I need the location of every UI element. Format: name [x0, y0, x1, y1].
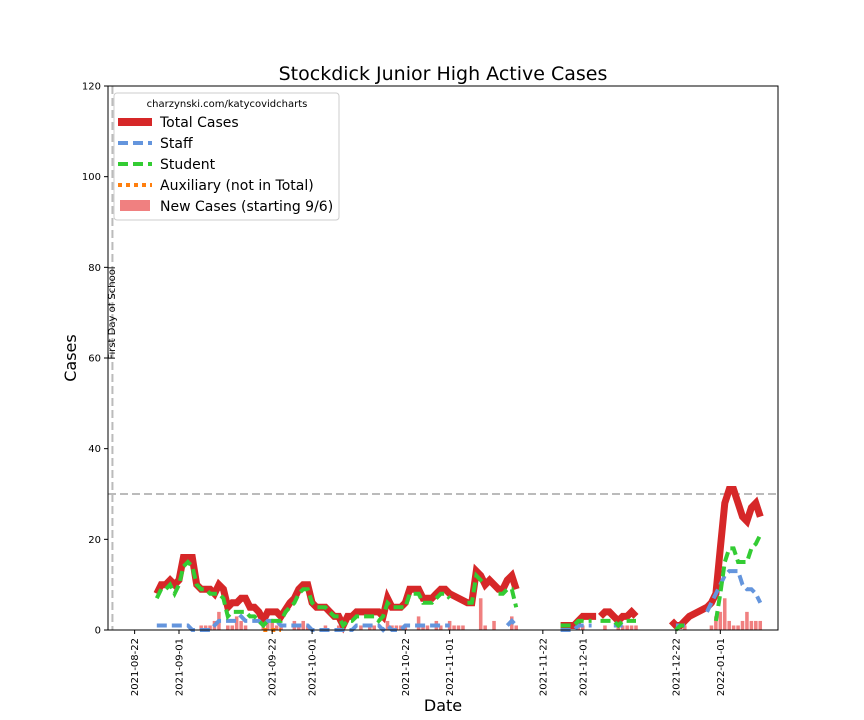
new-cases-bar: [731, 625, 736, 630]
legend: charzynski.com/katycovidcharts Total Cas…: [113, 92, 340, 221]
y-tick-label: 20: [88, 535, 101, 546]
y-tick-label: 60: [88, 354, 101, 365]
first-day-of-school-label: First Day of School: [107, 266, 118, 359]
legend-title: charzynski.com/katycovidcharts: [147, 99, 308, 110]
series-line-student: [498, 587, 519, 608]
new-cases-bar: [483, 625, 487, 630]
new-cases-bar: [243, 625, 248, 630]
new-cases-bar: [372, 625, 376, 630]
new-cases-bar: [274, 625, 279, 630]
series-line-student: [154, 559, 452, 629]
series-line-staff: [505, 618, 518, 627]
legend-label-auxiliary: Auxiliary (not in Total): [160, 178, 314, 194]
new-cases-bar: [718, 611, 723, 630]
series-line-student: [600, 618, 636, 629]
series-line-student: [674, 623, 685, 632]
legend-box: [113, 92, 340, 221]
new-cases-bar: [301, 620, 306, 630]
series-line-student: [560, 618, 592, 628]
legend-label-staff: Staff: [160, 136, 193, 152]
y-tick-label: 0: [95, 626, 101, 637]
x-tick-label: 2021-11-22: [538, 638, 549, 696]
new-cases-bar: [758, 620, 763, 630]
new-cases-bar: [714, 616, 718, 630]
series-line-staff: [705, 569, 763, 613]
legend-label-total: Total Cases: [159, 115, 239, 131]
x-tick-label: 2021-09-22: [268, 638, 279, 696]
y-tick-label: 80: [88, 263, 101, 274]
new-cases-bar: [421, 625, 425, 630]
new-cases-bar: [461, 625, 465, 630]
new-cases-bar: [439, 625, 443, 630]
x-axis: 2021-08-22 2021-09-01 2021-09-22 2021-10-01…: [130, 630, 727, 696]
new-cases-bar: [736, 625, 740, 630]
x-tick-label: 2021-12-01: [578, 638, 589, 696]
series-line-student: [467, 571, 487, 605]
new-cases-bar: [234, 616, 239, 630]
new-cases-bar: [478, 598, 483, 630]
chart-title: Stockdick Junior High Active Cases: [279, 63, 608, 85]
series-line-student: [713, 533, 763, 622]
new-cases-bar: [208, 625, 212, 630]
new-cases-bar: [620, 625, 625, 630]
new-cases-bar: [683, 625, 687, 630]
new-cases-bar: [740, 620, 745, 630]
new-cases-bar: [709, 625, 714, 630]
x-tick-label: 2021-12-22: [671, 638, 682, 696]
new-cases-bar: [336, 625, 341, 630]
series-line-total: [668, 486, 764, 629]
y-tick-label: 100: [82, 172, 101, 183]
new-cases-bar: [239, 620, 243, 630]
x-tick-label: 2021-10-01: [308, 638, 319, 696]
x-tick-label: 2022-01-01: [716, 638, 727, 696]
new-cases-bar: [359, 625, 363, 630]
new-cases-bar: [580, 625, 585, 630]
new-cases-bar: [727, 620, 731, 630]
x-tick-label: 2021-09-01: [175, 638, 186, 696]
new-cases-bar: [385, 620, 390, 630]
new-cases-bar: [749, 620, 754, 630]
new-cases-bar: [603, 625, 607, 630]
y-tick-label: 120: [82, 82, 101, 93]
y-tick-label: 40: [88, 444, 101, 455]
new-cases-bar: [323, 625, 328, 630]
new-cases-bar: [634, 625, 638, 630]
new-cases-bar: [425, 625, 430, 630]
new-cases-bar: [265, 620, 270, 630]
new-cases-bar: [514, 625, 518, 630]
x-axis-label: Date: [424, 696, 462, 715]
new-cases-bar: [394, 625, 399, 630]
new-cases-bar: [297, 625, 301, 630]
new-cases-bar: [456, 625, 461, 630]
new-cases-bar: [754, 620, 758, 630]
new-cases-bar: [416, 616, 421, 630]
x-tick-label: 2021-11-01: [445, 638, 456, 696]
y-axis-label: Cases: [61, 334, 80, 382]
new-cases-bar: [199, 625, 203, 630]
new-cases-bar: [279, 625, 283, 630]
new-cases-bar: [722, 598, 727, 630]
new-cases-bar: [226, 625, 230, 630]
new-cases-bar: [452, 625, 456, 630]
new-cases-bar: [230, 625, 235, 630]
new-cases-bar: [270, 620, 274, 630]
legend-swatch-new-cases: [120, 200, 150, 211]
y-axis: 0 20 40 60 80 100 120: [82, 82, 108, 637]
legend-label-new-cases: New Cases (starting 9/6): [160, 199, 333, 215]
new-cases-bar: [203, 625, 208, 630]
new-cases-bar: [625, 625, 629, 630]
series-line-total: [598, 606, 639, 626]
new-cases-bar: [368, 625, 372, 630]
legend-label-student: Student: [160, 157, 216, 173]
x-tick-label: 2021-10-22: [401, 638, 412, 696]
new-cases-bar: [492, 620, 496, 630]
x-tick-label: 2021-08-22: [130, 638, 141, 696]
new-cases-bar: [745, 611, 749, 630]
new-cases-bar: [629, 625, 634, 630]
